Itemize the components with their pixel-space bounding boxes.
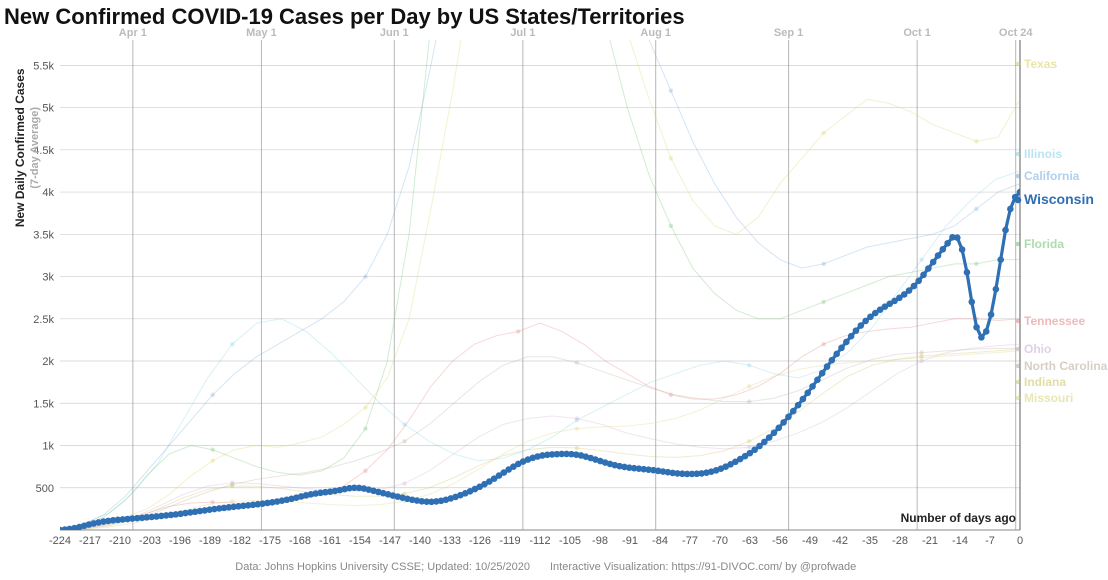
series-ohio bbox=[58, 344, 1020, 532]
month-label: Apr 1 bbox=[119, 27, 147, 39]
x-tick-label: -196 bbox=[169, 535, 191, 547]
x-tick-label: -35 bbox=[862, 535, 878, 547]
series-label-marker bbox=[1016, 62, 1020, 66]
x-tick-label: -63 bbox=[742, 535, 758, 547]
y-tick-label: 5k bbox=[42, 103, 54, 115]
series-label-marker bbox=[1016, 396, 1020, 400]
x-tick-label: -28 bbox=[892, 535, 908, 547]
month-label: Oct 24 bbox=[999, 27, 1034, 39]
x-tick-label: -119 bbox=[499, 535, 520, 547]
x-tick-label: -49 bbox=[802, 535, 818, 547]
x-tick-label: -168 bbox=[289, 535, 311, 547]
series-florida bbox=[58, 0, 1020, 532]
series-label-marker bbox=[1015, 197, 1022, 204]
series-label-marker bbox=[1016, 380, 1020, 384]
x-tick-label: -217 bbox=[79, 535, 101, 547]
credit-left: Data: Johns Hopkins University CSSE; Upd… bbox=[235, 561, 530, 573]
x-tick-label: -98 bbox=[592, 535, 608, 547]
y-axis-label-1: New Daily Confirmed Cases bbox=[13, 68, 27, 227]
series-label: Florida bbox=[1024, 237, 1064, 251]
series-label: Missouri bbox=[1024, 391, 1073, 405]
x-tick-label: -14 bbox=[952, 535, 968, 547]
month-label: Jun 1 bbox=[380, 27, 409, 39]
x-tick-label: -210 bbox=[109, 535, 131, 547]
y-tick-label: 1.5k bbox=[33, 398, 54, 410]
x-tick-label: -7 bbox=[985, 535, 995, 547]
x-tick-label: -175 bbox=[259, 535, 281, 547]
x-tick-label: -154 bbox=[349, 535, 371, 547]
y-tick-label: 3k bbox=[42, 272, 54, 284]
series-label-marker bbox=[1016, 174, 1020, 178]
x-tick-label: -189 bbox=[199, 535, 221, 547]
x-tick-label: -126 bbox=[469, 535, 491, 547]
series-label: Wisconsin bbox=[1024, 191, 1094, 207]
x-tick-label: -42 bbox=[832, 535, 848, 547]
x-tick-label: -77 bbox=[682, 535, 698, 547]
series-texas bbox=[58, 0, 1020, 532]
month-label: Sep 1 bbox=[774, 27, 803, 39]
series-california bbox=[58, 0, 1020, 532]
series-label-marker bbox=[1016, 364, 1020, 368]
month-label: May 1 bbox=[246, 27, 277, 39]
y-tick-label: 5.5k bbox=[33, 60, 54, 72]
series-label: Tennessee bbox=[1024, 314, 1085, 328]
series-tennessee bbox=[58, 317, 1020, 533]
series-label: Indiana bbox=[1024, 375, 1066, 389]
x-tick-label: -56 bbox=[772, 535, 788, 547]
series-indiana bbox=[58, 349, 1020, 532]
series-label-marker bbox=[1016, 319, 1020, 323]
x-tick-label: -21 bbox=[922, 535, 938, 547]
x-tick-label: -105 bbox=[559, 535, 581, 547]
x-tick-label: -182 bbox=[229, 535, 251, 547]
x-tick-label: -161 bbox=[319, 535, 341, 547]
x-tick-label: -91 bbox=[622, 535, 638, 547]
x-axis-label: Number of days ago bbox=[901, 511, 1016, 525]
y-tick-label: 3.5k bbox=[33, 229, 54, 241]
x-tick-label: -147 bbox=[379, 535, 401, 547]
y-tick-label: 2k bbox=[42, 356, 54, 368]
x-tick-label: -84 bbox=[652, 535, 668, 547]
series-label-marker bbox=[1016, 152, 1020, 156]
y-tick-label: 2.5k bbox=[33, 314, 54, 326]
y-axis-label-2: (7-day Average) bbox=[29, 107, 41, 189]
x-tick-label: -70 bbox=[712, 535, 728, 547]
month-label: Jul 1 bbox=[510, 27, 535, 39]
x-tick-label: -224 bbox=[49, 535, 71, 547]
y-tick-label: 1k bbox=[42, 441, 54, 453]
month-label: Aug 1 bbox=[640, 27, 671, 39]
chart-svg: 5001k1.5k2k2.5k3k3.5k4k4.5k5k5.5kApr 1Ma… bbox=[0, 0, 1108, 580]
series-label: California bbox=[1024, 169, 1080, 183]
month-label: Oct 1 bbox=[903, 27, 931, 39]
series-label: Texas bbox=[1024, 57, 1057, 71]
series-missouri bbox=[58, 351, 1020, 532]
x-tick-label: -140 bbox=[409, 535, 431, 547]
series-label-marker bbox=[1016, 242, 1020, 246]
y-tick-label: 500 bbox=[36, 483, 54, 495]
x-tick-label: -203 bbox=[139, 535, 161, 547]
x-tick-label: -133 bbox=[439, 535, 461, 547]
series-label: North Carolina bbox=[1024, 359, 1108, 373]
y-tick-label: 4k bbox=[42, 187, 54, 199]
series-illinois bbox=[58, 171, 1020, 532]
credit-right: Interactive Visualization: https://91-DI… bbox=[550, 561, 856, 573]
x-tick-label: -112 bbox=[529, 535, 550, 547]
series-north-carolina bbox=[58, 348, 1020, 532]
series-label: Ohio bbox=[1024, 342, 1051, 356]
series-label: Illinois bbox=[1024, 147, 1062, 161]
x-tick-label: 0 bbox=[1017, 535, 1023, 547]
